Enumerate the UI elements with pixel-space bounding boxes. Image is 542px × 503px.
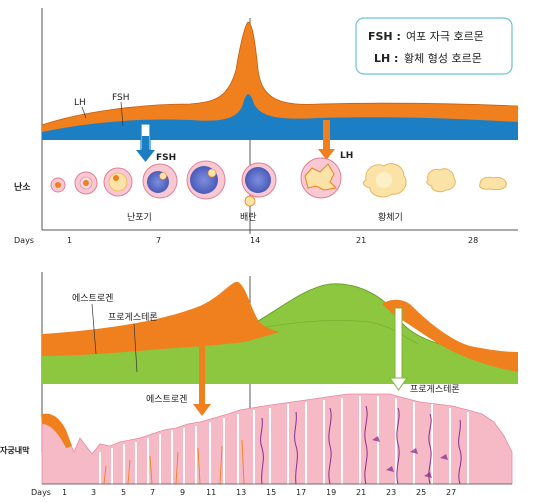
bottom-day-tick-11: 11 — [206, 488, 216, 497]
corpus-luteum-late — [426, 168, 456, 193]
lh-leader-line — [81, 106, 87, 119]
endometrium-row-label: 자궁내막 — [0, 445, 30, 455]
follicle-stage-5 — [186, 160, 226, 200]
corpus-albicans — [479, 176, 507, 191]
ovulation-label: 배란 — [240, 211, 257, 223]
bottom-days-label: Days — [31, 488, 51, 497]
fsh-leader-line — [120, 101, 124, 127]
corpus-luteum-mid — [362, 163, 407, 198]
follicle-ovulation — [241, 162, 277, 207]
endometrial-vessels-early — [103, 439, 245, 485]
follicle-stage-3 — [103, 167, 133, 197]
bottom-day-tick-5: 5 — [121, 488, 126, 497]
progesterone-curve-label: 프로게스테론 — [108, 312, 158, 323]
top-day-tick-21: 21 — [356, 236, 366, 245]
fsh-arrow — [136, 123, 155, 162]
legend-lh-text: 황체 형성 호르몬 — [404, 52, 482, 65]
progesterone-arrow-label: 프로게스테론 — [410, 384, 460, 395]
spiral-arteries — [260, 405, 462, 485]
top-day-tick-28: 28 — [468, 236, 478, 245]
legend-fsh-text: 여포 자극 호르몬 — [406, 30, 484, 43]
top-panel: LH FSH FSH LH 난소 — [14, 8, 519, 245]
bottom-day-tick-9: 9 — [180, 488, 185, 497]
top-day-tick-14: 14 — [250, 236, 260, 245]
lh-hormone-band — [42, 22, 518, 132]
follicle-stage-4 — [142, 163, 178, 199]
follicle-stage-2 — [74, 171, 98, 195]
lh-curve-label: LH — [74, 98, 86, 108]
fsh-curve-label: FSH — [112, 93, 130, 103]
vascular-pools — [372, 436, 448, 478]
follicle-stage-1 — [50, 177, 66, 193]
bottom-day-tick-23: 23 — [386, 488, 396, 497]
estrogen-area — [42, 281, 280, 356]
estrogen-curve-label: 에스트로겐 — [72, 293, 113, 304]
estrogen-late-area — [382, 299, 518, 372]
luteal-phase-label: 황체기 — [378, 212, 403, 223]
top-day-tick-7: 7 — [156, 236, 161, 245]
bottom-day-tick-21: 21 — [356, 488, 366, 497]
bottom-day-tick-19: 19 — [326, 488, 336, 497]
bottom-day-tick-7: 7 — [150, 488, 155, 497]
corpus-luteum-early — [300, 157, 342, 199]
estrogen-arrow — [193, 322, 211, 416]
hormone-legend: FSH : 여포 자극 호르몬 LH : 황체 형성 호르몬 — [355, 17, 513, 75]
fsh-arrow-label: FSH — [156, 153, 176, 163]
lh-band-outline — [41, 21, 519, 126]
top-day-tick-1: 1 — [67, 236, 72, 245]
ovary-row-label: 난소 — [14, 181, 31, 193]
lh-arrow-label: LH — [340, 151, 353, 161]
follicular-phase-label: 난포기 — [127, 212, 152, 223]
menstruation-shed-layer — [42, 413, 72, 448]
bottom-day-tick-25: 25 — [416, 488, 426, 497]
top-days-label: Days — [14, 236, 34, 245]
lh-arrow — [318, 120, 335, 160]
estrogen-leader-line — [91, 303, 97, 355]
bottom-day-tick-13: 13 — [236, 488, 246, 497]
progesterone-arrow — [389, 307, 408, 391]
bottom-day-tick-17: 17 — [296, 488, 306, 497]
legend-fsh-abbr: FSH : — [368, 30, 401, 43]
progesterone-leader-line — [133, 323, 138, 373]
bottom-day-tick-15: 15 — [266, 488, 276, 497]
fsh-hormone-band — [42, 85, 518, 140]
endometrium — [41, 393, 513, 485]
ovarian-follicles — [50, 157, 507, 207]
bottom-panel: 에스트로겐 프로게스테론 에스트로겐 프로게스테론 자궁내막 Days 1 — [0, 272, 519, 497]
estrogen-arrow-label: 에스트로겐 — [146, 394, 187, 405]
bottom-day-tick-1: 1 — [62, 488, 67, 497]
bottom-day-tick-27: 27 — [446, 488, 456, 497]
bottom-day-tick-3: 3 — [91, 488, 96, 497]
legend-lh-abbr: LH : — [374, 52, 398, 65]
